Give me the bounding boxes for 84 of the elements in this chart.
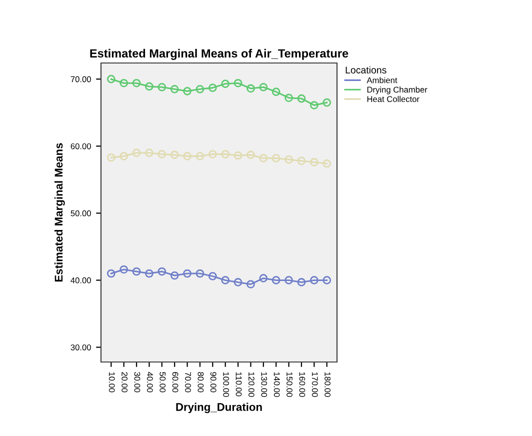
x-tick-label: 120.00: [248, 372, 254, 397]
x-tick-label: 100.00: [223, 372, 230, 397]
point: [310, 276, 318, 284]
point: [310, 101, 318, 110]
point: [246, 150, 255, 160]
point: [221, 150, 230, 158]
x-tick-label: 30.00: [134, 372, 140, 392]
y-tick-label: 30.00: [70, 344, 91, 350]
y-tick-label: 40.00: [70, 277, 91, 284]
x-tick-label: 80.00: [198, 372, 204, 392]
point: [120, 152, 128, 160]
point: [170, 150, 179, 160]
x-tick-label: 20.00: [122, 372, 128, 392]
legend-label: Ambient: [366, 77, 398, 84]
point: [196, 269, 204, 278]
x-tick-label: 110.00: [236, 372, 242, 396]
point: [284, 94, 293, 102]
x-tick-label: 170.00: [312, 372, 318, 397]
point: [234, 151, 242, 160]
x-tick-label: 70.00: [185, 372, 191, 392]
point: [106, 153, 116, 162]
x-axis-title: Drying_Duration: [176, 402, 262, 414]
point: [297, 94, 306, 103]
point: [234, 278, 242, 286]
point: [170, 271, 179, 280]
point: [221, 276, 230, 284]
point: [196, 84, 204, 94]
point: [106, 74, 116, 84]
x-tick-label: 130.00: [261, 372, 268, 397]
legend-title: Locations: [346, 66, 386, 74]
point: [259, 82, 268, 92]
point: [284, 155, 293, 164]
point: [246, 280, 255, 288]
point: [158, 150, 166, 158]
point: [132, 78, 141, 88]
point: [158, 267, 166, 276]
point: [145, 148, 154, 157]
point: [234, 78, 242, 88]
x-tick-label: 10.00: [108, 372, 115, 392]
point: [145, 82, 154, 91]
point: [132, 267, 141, 276]
chart-title: Estimated Marginal Means of Air_Temperature: [90, 48, 348, 60]
y-tick-label: 70.00: [70, 76, 91, 82]
point: [170, 84, 179, 94]
point: [120, 78, 128, 88]
x-tick-label: 50.00: [160, 372, 166, 392]
x-tick-label: 160.00: [299, 372, 306, 397]
y-axis-title: Estimated Marginal Means: [54, 143, 65, 282]
point: [322, 276, 332, 284]
legend-label: Heat Collector: [367, 96, 420, 102]
point: [297, 156, 306, 166]
y-tick-label: 50.00: [70, 210, 91, 216]
point: [208, 150, 217, 158]
point: [208, 84, 217, 92]
x-tick-label: 60.00: [172, 372, 178, 392]
point: [106, 269, 116, 278]
point: [208, 272, 217, 280]
point: [183, 152, 192, 160]
legend-label: Drying Chamber: [367, 86, 428, 94]
x-tick-label: 90.00: [210, 372, 216, 392]
point: [259, 154, 268, 162]
x-tick-label: 180.00: [324, 372, 331, 397]
point: [272, 154, 280, 162]
point: [120, 265, 128, 274]
x-tick-label: 140.00: [274, 372, 280, 397]
point: [272, 88, 280, 96]
point: [246, 84, 255, 93]
point: [297, 278, 306, 286]
x-tick-label: 150.00: [286, 372, 292, 397]
point: [310, 158, 318, 166]
point: [196, 152, 204, 160]
point: [284, 276, 293, 284]
y-tick-label: 60.00: [70, 143, 91, 150]
point: [272, 276, 280, 284]
point: [322, 159, 332, 168]
point: [183, 269, 192, 278]
point: [322, 98, 332, 107]
point: [183, 86, 192, 96]
x-tick-label: 40.00: [146, 372, 153, 392]
point: [132, 148, 141, 157]
point: [221, 80, 230, 88]
point: [259, 274, 268, 282]
point: [158, 82, 166, 92]
point: [145, 269, 154, 278]
